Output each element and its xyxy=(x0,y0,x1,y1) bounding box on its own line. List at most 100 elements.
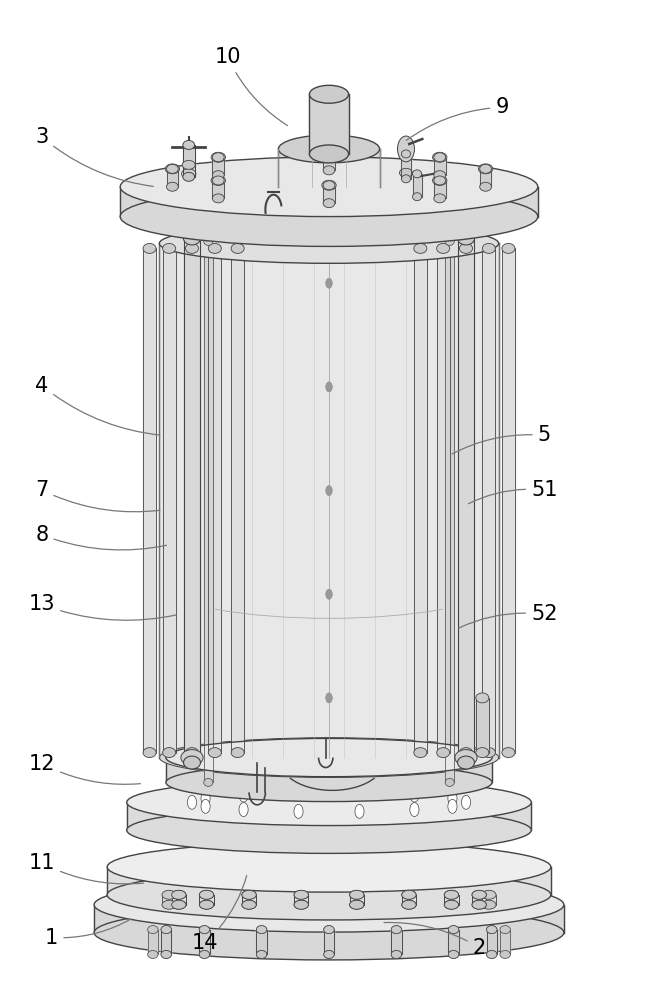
Ellipse shape xyxy=(186,748,199,758)
Ellipse shape xyxy=(172,890,186,899)
Ellipse shape xyxy=(211,152,226,162)
Ellipse shape xyxy=(444,890,459,899)
Ellipse shape xyxy=(294,900,309,909)
Ellipse shape xyxy=(257,926,266,934)
Ellipse shape xyxy=(401,150,411,158)
Ellipse shape xyxy=(231,748,244,758)
Ellipse shape xyxy=(476,693,489,703)
Ellipse shape xyxy=(323,181,335,190)
Ellipse shape xyxy=(414,243,427,253)
Ellipse shape xyxy=(476,748,489,758)
Ellipse shape xyxy=(242,900,256,909)
Ellipse shape xyxy=(323,148,335,157)
Ellipse shape xyxy=(213,176,224,185)
Ellipse shape xyxy=(486,950,497,958)
Ellipse shape xyxy=(162,900,176,909)
Ellipse shape xyxy=(147,926,158,934)
Text: 4: 4 xyxy=(36,376,160,435)
Ellipse shape xyxy=(161,926,172,934)
Ellipse shape xyxy=(500,950,511,958)
Ellipse shape xyxy=(161,950,172,958)
Ellipse shape xyxy=(472,900,486,909)
Ellipse shape xyxy=(445,778,454,786)
Circle shape xyxy=(239,788,248,802)
Ellipse shape xyxy=(183,172,195,181)
Circle shape xyxy=(201,799,210,813)
Ellipse shape xyxy=(432,152,447,162)
Ellipse shape xyxy=(402,890,416,899)
Ellipse shape xyxy=(448,950,459,958)
Ellipse shape xyxy=(434,171,445,180)
Circle shape xyxy=(448,799,457,813)
Text: 10: 10 xyxy=(215,47,288,126)
Ellipse shape xyxy=(478,164,493,174)
Circle shape xyxy=(239,803,248,817)
Ellipse shape xyxy=(166,182,178,191)
Ellipse shape xyxy=(199,890,214,899)
Text: 11: 11 xyxy=(29,853,143,884)
Circle shape xyxy=(397,136,415,162)
Polygon shape xyxy=(166,758,492,782)
Ellipse shape xyxy=(143,243,156,253)
Ellipse shape xyxy=(448,950,459,958)
Ellipse shape xyxy=(209,243,221,253)
Text: 14: 14 xyxy=(191,876,247,953)
Ellipse shape xyxy=(107,870,551,920)
Text: 3: 3 xyxy=(36,127,153,186)
Ellipse shape xyxy=(181,750,203,766)
Text: 8: 8 xyxy=(36,525,166,550)
Ellipse shape xyxy=(482,748,495,758)
Ellipse shape xyxy=(349,900,364,909)
Circle shape xyxy=(326,486,332,496)
Text: 9: 9 xyxy=(406,97,509,140)
Ellipse shape xyxy=(500,926,511,934)
Ellipse shape xyxy=(402,900,416,909)
Circle shape xyxy=(410,803,419,817)
Ellipse shape xyxy=(211,175,226,185)
Ellipse shape xyxy=(472,890,486,899)
Text: 7: 7 xyxy=(36,480,160,512)
Text: 52: 52 xyxy=(459,604,557,628)
Ellipse shape xyxy=(472,890,486,899)
Ellipse shape xyxy=(444,890,459,899)
Ellipse shape xyxy=(163,748,176,758)
Text: 2: 2 xyxy=(384,922,486,958)
Ellipse shape xyxy=(166,763,492,802)
Ellipse shape xyxy=(459,748,472,758)
Ellipse shape xyxy=(165,164,180,174)
Ellipse shape xyxy=(324,926,334,934)
Ellipse shape xyxy=(349,890,364,899)
Ellipse shape xyxy=(162,890,176,899)
Ellipse shape xyxy=(502,748,515,758)
Ellipse shape xyxy=(199,950,210,958)
Ellipse shape xyxy=(143,748,156,758)
Ellipse shape xyxy=(213,194,224,203)
Ellipse shape xyxy=(94,877,564,932)
Ellipse shape xyxy=(120,157,538,217)
Ellipse shape xyxy=(401,175,411,183)
Circle shape xyxy=(324,86,334,102)
Text: 1: 1 xyxy=(45,919,131,948)
Circle shape xyxy=(294,786,303,800)
Circle shape xyxy=(355,804,364,818)
Ellipse shape xyxy=(414,748,427,758)
Text: 5: 5 xyxy=(452,425,551,454)
Ellipse shape xyxy=(444,900,459,909)
Ellipse shape xyxy=(159,224,499,263)
Circle shape xyxy=(355,786,364,800)
Circle shape xyxy=(461,795,470,809)
Ellipse shape xyxy=(182,169,196,179)
Ellipse shape xyxy=(213,171,224,180)
Ellipse shape xyxy=(455,750,477,766)
Ellipse shape xyxy=(322,180,336,190)
Ellipse shape xyxy=(199,900,214,909)
Ellipse shape xyxy=(413,193,422,201)
Circle shape xyxy=(326,589,332,599)
Text: 13: 13 xyxy=(29,594,176,620)
Ellipse shape xyxy=(392,926,401,934)
Ellipse shape xyxy=(120,187,538,246)
Circle shape xyxy=(201,791,210,805)
Circle shape xyxy=(410,788,419,802)
Ellipse shape xyxy=(147,950,158,958)
Ellipse shape xyxy=(161,926,172,934)
